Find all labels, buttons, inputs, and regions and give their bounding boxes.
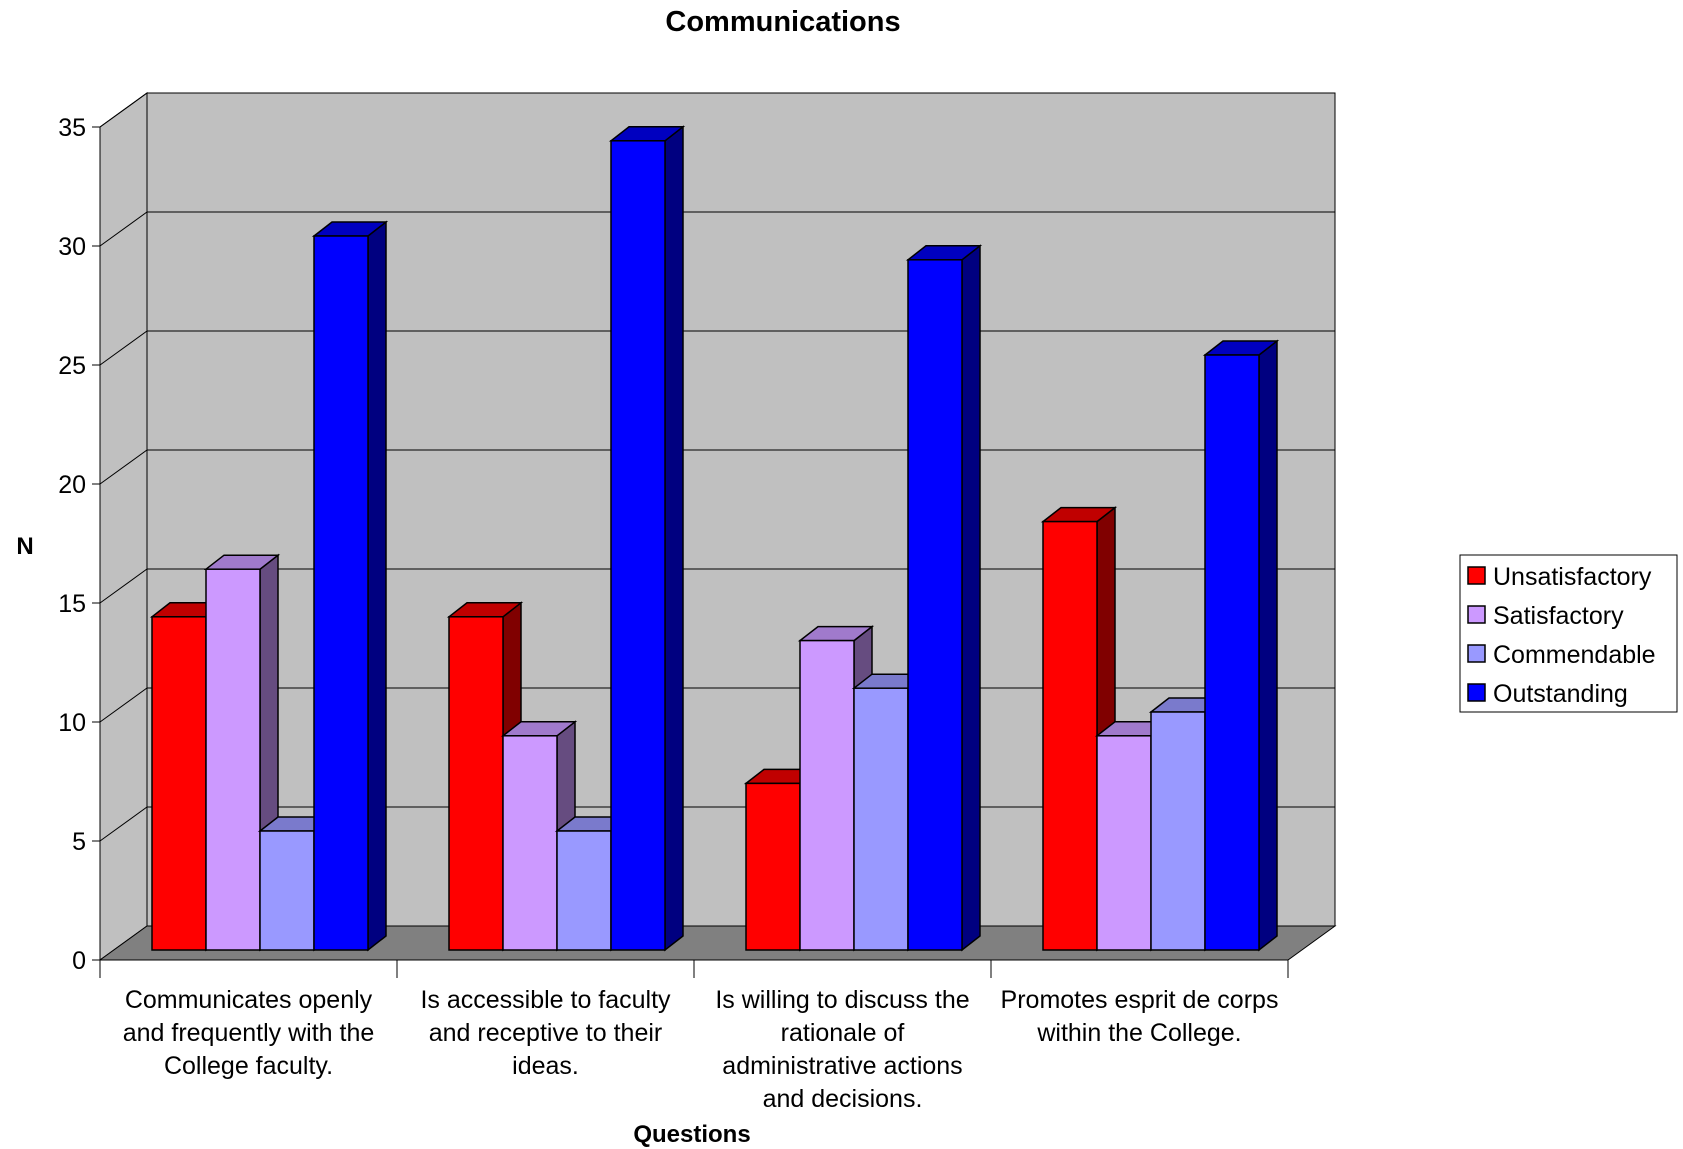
gridline	[99, 211, 1335, 247]
category-label: Is accessible to faculty	[420, 986, 671, 1014]
y-tick-label: 30	[58, 233, 86, 261]
legend-swatch-satisfactory	[1467, 605, 1486, 624]
bar-outstanding-2	[608, 125, 686, 952]
category-label: Is willing to discuss the	[715, 986, 969, 1014]
bar-front	[502, 735, 558, 951]
bar-front	[448, 616, 504, 951]
x-axis-title: Questions	[633, 1121, 750, 1148]
bar-front	[556, 830, 612, 951]
bar-front	[1096, 735, 1152, 951]
bar-front	[1042, 520, 1098, 951]
legend: Unsatisfactory Satisfactory Commendable Out…	[1459, 554, 1678, 713]
y-tick-label: 5	[72, 828, 86, 856]
category-label: rationale of	[781, 1019, 905, 1047]
bar-outstanding-1	[311, 220, 389, 952]
bar-outstanding-3	[905, 244, 983, 952]
legend-label-satisfactory: Satisfactory	[1493, 602, 1624, 630]
bar-outstanding-4	[1202, 339, 1280, 952]
y-axis-ticks: 0 5 10 15 20 25 30 35	[58, 114, 100, 975]
bar-front	[745, 782, 801, 951]
category-label: College faculty.	[164, 1052, 333, 1080]
legend-swatch-commendable	[1467, 644, 1486, 663]
y-tick-label: 15	[58, 590, 86, 618]
bar-unsatisfactory-4	[1040, 506, 1118, 952]
y-tick-label: 25	[58, 352, 86, 380]
category-label: Communicates openly	[125, 986, 373, 1014]
bar-front	[1204, 354, 1260, 951]
legend-label-unsatisfactory: Unsatisfactory	[1493, 563, 1652, 591]
category-label: Promotes esprit de corps	[1001, 986, 1279, 1014]
bar-front	[799, 639, 855, 951]
side-wall	[99, 92, 148, 961]
gridline	[99, 92, 1335, 128]
bar-front	[907, 259, 963, 951]
legend-label-commendable: Commendable	[1493, 641, 1656, 669]
bar-side	[367, 220, 387, 952]
bar-front	[610, 140, 666, 951]
bar-front	[151, 616, 207, 951]
category-label: within the College.	[1036, 1019, 1241, 1047]
bar-side	[664, 125, 684, 952]
y-tick-label: 35	[58, 114, 86, 142]
bar-front	[313, 235, 369, 951]
bar-side	[1258, 339, 1278, 952]
category-label: administrative actions	[722, 1052, 962, 1080]
category-label: and receptive to their	[429, 1019, 662, 1047]
y-tick-label: 10	[58, 709, 86, 737]
category-label: ideas.	[512, 1052, 579, 1080]
x-axis-categories: Communicates openly and frequently with t…	[99, 960, 1289, 1113]
legend-box	[1459, 554, 1678, 713]
category-label: and decisions.	[763, 1085, 923, 1113]
y-tick-label: 20	[58, 471, 86, 499]
y-axis-title: N	[16, 533, 33, 560]
legend-swatch-outstanding	[1467, 683, 1486, 702]
bar-commendable-2	[554, 815, 632, 952]
bar-front	[259, 830, 315, 951]
bar-front	[853, 687, 909, 951]
legend-label-outstanding: Outstanding	[1493, 680, 1628, 708]
bar-front	[1150, 711, 1206, 951]
y-tick-label: 0	[72, 947, 86, 975]
chart-title: Communications	[665, 6, 900, 38]
plot-area	[98, 92, 1337, 961]
bar-side	[961, 244, 981, 952]
category-label: and frequently with the	[123, 1019, 375, 1047]
legend-swatch-unsatisfactory	[1467, 566, 1486, 585]
bar-front	[205, 568, 261, 951]
bars	[149, 125, 1280, 952]
